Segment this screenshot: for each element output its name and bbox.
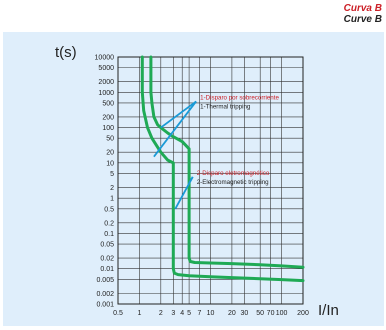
plot-area-frame — [117, 56, 304, 305]
y-tick-label: 2000 — [98, 79, 114, 86]
y-tick-label: 10 — [106, 160, 114, 167]
chart-panel: 0.5 1 2 3 4 5 7 10 20 30 50 70 100 200 0.001 0.002 0.005… — [3, 32, 384, 326]
x-tick-label: 30 — [241, 310, 249, 317]
y-tick-label: 0.1 — [104, 231, 114, 238]
x-tick-label: 50 — [256, 310, 264, 317]
y-tick-label: 0.002 — [96, 291, 114, 298]
x-tick-label: 2 — [159, 310, 163, 317]
y-tick-label: 200 — [102, 114, 114, 121]
annotation-1-line2: 1-Thermal tripping — [200, 103, 251, 110]
y-tick-label: 0.005 — [96, 277, 114, 284]
y-tick-label: 0.01 — [100, 266, 114, 273]
x-tick-label: 70 — [267, 310, 275, 317]
annotation-pointer — [174, 176, 194, 210]
curve-lower — [140, 55, 305, 283]
x-tick-label: 20 — [228, 310, 236, 317]
annotation-2-line1: 2-Disparo eletromagnético — [197, 170, 270, 177]
x-tick-label: 1 — [137, 310, 141, 317]
x-tick-label: 7 — [198, 310, 202, 317]
x-tick-label: 0.5 — [113, 310, 123, 317]
curve-upper — [149, 55, 305, 269]
x-tick-label: 200 — [297, 310, 309, 317]
y-tick-label: 20 — [106, 150, 114, 157]
annotation-1-line1: 1-Disparo por sobrecorriente — [200, 94, 279, 101]
y-tick-label: 0.2 — [104, 220, 114, 227]
y-tick-label: 0.5 — [104, 206, 114, 213]
tripping-curve-chart: 0.5 1 2 3 4 5 7 10 20 30 50 70 100 2000.0010.0020.005… — [55, 44, 339, 319]
y-tick-label: 1 — [110, 196, 114, 203]
y-tick-label: 5 — [110, 171, 114, 178]
x-tick-label: 100 — [276, 310, 288, 317]
x-tick-label: 3 — [171, 310, 175, 317]
y-tick-label: 10000 — [95, 55, 115, 62]
y-axis-label: t(s) — [55, 44, 77, 61]
y-tick-label: 500 — [102, 100, 114, 107]
y-tick-label: 0.001 — [96, 302, 114, 309]
y-tick-label: 50 — [106, 136, 114, 143]
y-tick-label: 5000 — [98, 65, 114, 72]
annotation-pointer — [153, 100, 197, 158]
y-tick-label: 0.02 — [100, 256, 114, 263]
curve-title-english: Curve B — [343, 14, 382, 25]
x-tick-label: 5 — [187, 310, 191, 317]
annotation-pointer — [160, 100, 197, 129]
y-tick-label: 0.05 — [100, 242, 114, 249]
annotation-2-line2: 2-Electromagnetic tripping — [197, 179, 269, 186]
x-axis-label: I/In — [318, 302, 339, 319]
y-tick-label: 2 — [110, 185, 114, 192]
y-tick-label: 100 — [102, 125, 114, 132]
x-tick-label: 10 — [207, 310, 215, 317]
y-tick-label: 1000 — [98, 90, 114, 97]
x-tick-label: 4 — [180, 310, 184, 317]
curve-title-spanish: Curva B — [343, 3, 382, 14]
